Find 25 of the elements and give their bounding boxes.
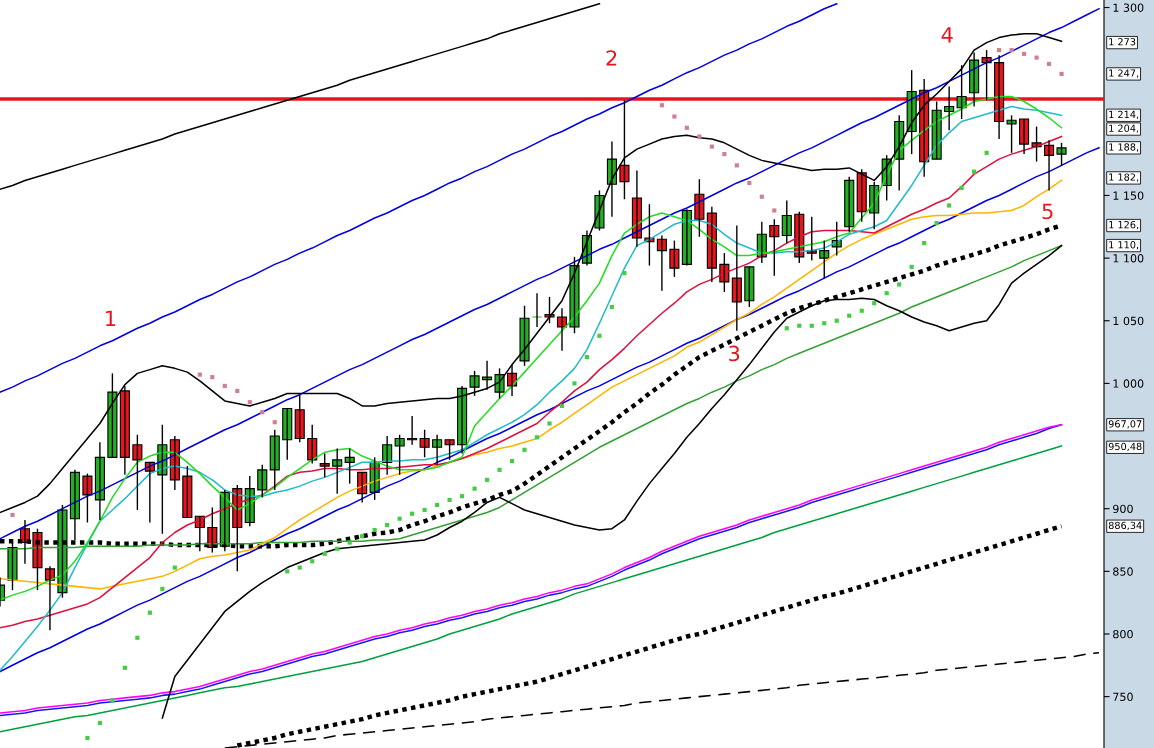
annotation: 1 247, [1109,69,1139,78]
annotation: 886,34 [1108,521,1142,531]
y-tick-label: 1 050 [1113,316,1144,326]
y-tick-label: 850 [1113,567,1133,576]
annotation: 4 [941,27,953,43]
annotation: 1 273 [1109,38,1136,46]
annotation: 950,48 [1108,442,1142,452]
annotation: 1 [106,310,116,326]
annotation: 967,07 [1108,420,1142,429]
y-tick-label: 800 [1113,629,1133,639]
y-tick-label: 750 [1113,692,1133,702]
annotation: 2 [606,50,617,66]
y-tick-label: 900 [1113,504,1133,514]
annotation: 1 214, [1109,110,1139,120]
annotation: 1 182, [1109,173,1139,182]
y-tick-label: 1 000 [1113,379,1144,388]
y-tick-label: 1 150 [1113,191,1144,200]
annotation: 3 [729,345,740,362]
annotation: 1 110, [1109,241,1139,250]
y-tick-label: 1 100 [1113,254,1144,263]
annotation: 1 188, [1109,143,1139,152]
annotation: 5 [1042,203,1053,220]
annotation: 1 204, [1109,124,1139,133]
y-tick-label: 1 300 [1113,3,1144,12]
annotation: 1 126, [1109,220,1139,230]
